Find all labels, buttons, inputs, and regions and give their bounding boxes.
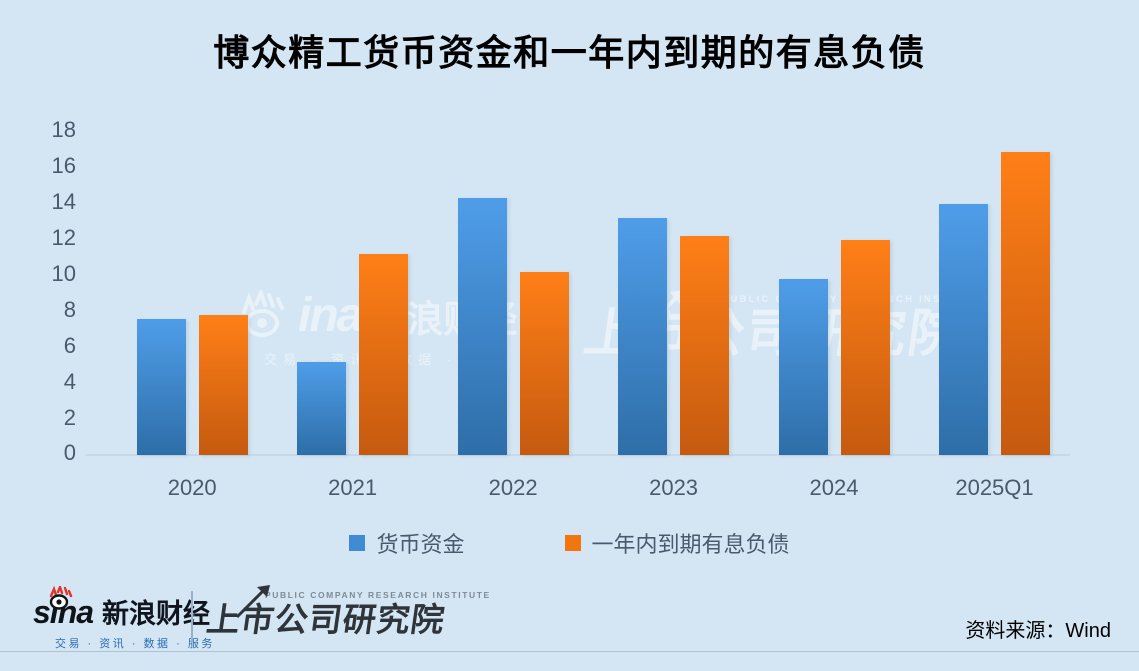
- x-axis-label-2020: 2020: [167, 475, 217, 500]
- bar-一年内到期有息负债-2022: [519, 271, 569, 455]
- bar-一年内到期有息负债-2021: [359, 254, 409, 455]
- sina-services-text: 交易 · 资讯 · 数据 · 服务: [55, 638, 215, 650]
- legend-item-一年内到期有息负债: 一年内到期有息负债: [564, 527, 790, 559]
- pcri-en-text: PUBLIC COMPANY RESEARCH INSTITUTE: [265, 590, 491, 600]
- bar-一年内到期有息负债-2024: [840, 239, 890, 455]
- bar-货币资金-2022: [457, 198, 507, 455]
- y-tick-label-4: 4: [63, 368, 76, 394]
- sina-cn-text: 新浪财经: [102, 599, 211, 629]
- x-axis-label-2022: 2022: [488, 475, 538, 500]
- legend-marker-icon: [349, 535, 366, 551]
- data-source-text: 资料来源：Wind: [965, 620, 1111, 642]
- legend-label: 货币资金: [376, 532, 465, 557]
- y-tick-label-12: 12: [51, 225, 76, 251]
- x-axis-label-2025Q1: 2025Q1: [955, 475, 1034, 500]
- y-tick-label-16: 16: [51, 153, 76, 179]
- sina-eye-icon: [49, 586, 73, 610]
- y-tick-label-0: 0: [63, 440, 76, 466]
- chart-title: 博众精工货币资金和一年内到期的有息负债: [213, 32, 926, 73]
- x-axis-label-2023: 2023: [649, 475, 699, 500]
- y-tick-label-8: 8: [63, 296, 76, 322]
- bar-货币资金-2024: [778, 279, 828, 455]
- x-axis-label-2021: 2021: [328, 475, 378, 500]
- y-tick-label-14: 14: [51, 189, 76, 215]
- legend-item-货币资金: 货币资金: [349, 527, 465, 559]
- sina-watermark-eye-icon: [242, 290, 284, 337]
- bar-货币资金-2021: [297, 361, 347, 455]
- sina-logo-text: sina: [33, 586, 94, 630]
- bar-一年内到期有息负债-2020: [198, 315, 248, 455]
- legend: 货币资金 一年内到期有息负债: [0, 527, 1139, 559]
- pcri-logo: PUBLIC COMPANY RESEARCH INSTITUTE 上市公司研究…: [204, 584, 491, 640]
- bar-货币资金-2025Q1: [939, 203, 988, 455]
- bar-一年内到期有息负债-2023: [680, 236, 730, 455]
- sina-watermark-text: ina: [298, 289, 363, 342]
- pcri-cn-text: 上市公司研究院: [204, 601, 448, 638]
- footer-divider: [0, 651, 1139, 652]
- bar-货币资金-2020: [136, 318, 186, 455]
- x-axis-label-2024: 2024: [809, 475, 859, 500]
- y-tick-label-6: 6: [63, 332, 76, 358]
- bar-一年内到期有息负债-2025Q1: [1001, 151, 1050, 455]
- legend-marker-icon: [564, 535, 581, 551]
- sina-finance-logo: sina 新浪财经 交易 · 资讯 · 数据 · 服务: [33, 586, 215, 651]
- legend-label: 一年内到期有息负债: [591, 532, 790, 557]
- y-tick-label-10: 10: [51, 260, 76, 286]
- bar-货币资金-2023: [618, 218, 668, 455]
- logo-divider: [191, 591, 193, 642]
- y-tick-label-18: 18: [51, 117, 76, 143]
- x-axis-line: [85, 454, 1070, 456]
- y-tick-label-2: 2: [63, 404, 76, 430]
- pcri-arrow-icon: [235, 585, 270, 619]
